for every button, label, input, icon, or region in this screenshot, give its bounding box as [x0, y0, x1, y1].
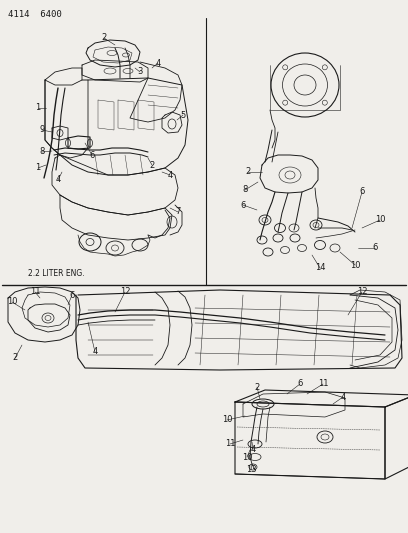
Text: 2: 2 — [12, 353, 18, 362]
Text: 2: 2 — [101, 34, 106, 43]
Text: 14: 14 — [315, 263, 325, 272]
Text: 4: 4 — [167, 171, 173, 180]
Text: 6: 6 — [89, 150, 95, 159]
Text: 11: 11 — [30, 287, 40, 296]
Text: 4: 4 — [55, 175, 61, 184]
Text: 1: 1 — [35, 164, 41, 173]
Text: 10: 10 — [7, 297, 17, 306]
Text: 4: 4 — [251, 446, 256, 455]
Text: 6: 6 — [240, 200, 246, 209]
Text: 10: 10 — [222, 416, 232, 424]
Text: 4114  6400: 4114 6400 — [8, 10, 62, 19]
Text: 10: 10 — [375, 215, 385, 224]
Text: 11: 11 — [225, 440, 235, 448]
Text: 2: 2 — [254, 383, 259, 392]
Text: 4: 4 — [92, 348, 98, 357]
Text: 4: 4 — [340, 392, 346, 401]
Text: 6: 6 — [69, 290, 75, 300]
Text: 9: 9 — [40, 125, 44, 134]
Text: 10: 10 — [350, 261, 360, 270]
Text: 13: 13 — [246, 465, 256, 474]
Text: 10: 10 — [242, 453, 252, 462]
Text: 6: 6 — [373, 244, 378, 253]
Text: 12: 12 — [357, 287, 367, 296]
Text: 3: 3 — [137, 68, 143, 77]
Text: 6: 6 — [359, 188, 365, 197]
Text: 8: 8 — [242, 185, 248, 195]
Text: 7: 7 — [175, 207, 181, 216]
Text: 12: 12 — [120, 287, 130, 296]
Text: 2: 2 — [245, 167, 251, 176]
Text: 11: 11 — [318, 379, 328, 389]
Text: 1: 1 — [35, 103, 41, 112]
Text: 2: 2 — [149, 160, 155, 169]
Text: 8: 8 — [39, 148, 45, 157]
Text: 2.2 LITER ENG.: 2.2 LITER ENG. — [28, 269, 84, 278]
Text: 6: 6 — [297, 379, 303, 389]
Text: 4: 4 — [155, 59, 161, 68]
Text: 5: 5 — [180, 110, 186, 119]
